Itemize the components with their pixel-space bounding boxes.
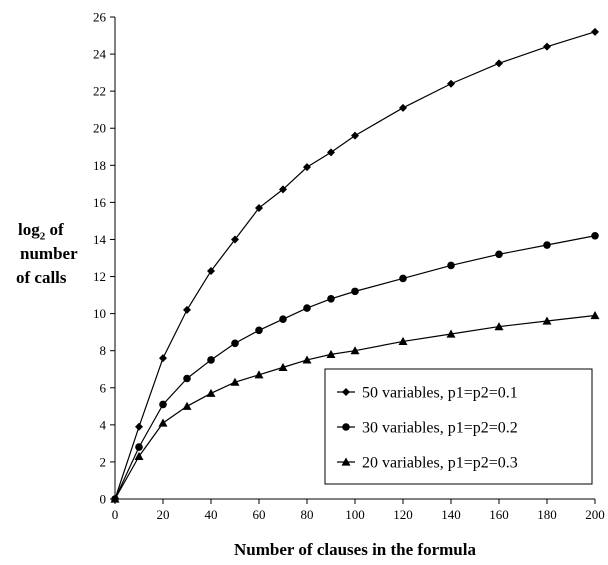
- legend: 50 variables, p1=p2=0.1 30 variables, p1=…: [324, 368, 593, 485]
- y-tick-label: 24: [93, 47, 107, 62]
- y-tick-label: 14: [93, 232, 107, 247]
- y-axis-label-line1: log2 of: [18, 220, 64, 242]
- x-tick-label: 200: [585, 507, 605, 522]
- data-point: [302, 355, 312, 364]
- y-tick-label: 20: [93, 121, 106, 136]
- data-point: [494, 322, 504, 331]
- data-point: [351, 287, 359, 296]
- data-point: [495, 250, 503, 259]
- data-point: [182, 401, 192, 410]
- data-point: [350, 346, 360, 355]
- data-point: [495, 59, 503, 68]
- data-point: [183, 305, 191, 314]
- data-point: [159, 354, 167, 363]
- x-tick-label: 0: [112, 507, 119, 522]
- series-line: [114, 235, 596, 500]
- data-point: [446, 329, 456, 338]
- data-point: [134, 451, 144, 460]
- x-tick-label: 160: [489, 507, 509, 522]
- y-tick-label: 2: [100, 454, 107, 469]
- y-tick-label: 18: [93, 158, 106, 173]
- series-line: [114, 314, 596, 500]
- data-point: [399, 274, 407, 283]
- x-tick-label: 100: [345, 507, 365, 522]
- data-point: [183, 374, 191, 383]
- data-point: [110, 494, 120, 503]
- x-tick-label: 140: [441, 507, 461, 522]
- data-point: [447, 79, 455, 88]
- x-tick-label: 120: [393, 507, 413, 522]
- legend-marker: [342, 423, 350, 431]
- y-tick-label: 8: [100, 343, 107, 358]
- data-point: [542, 316, 552, 325]
- data-point: [135, 422, 143, 431]
- x-axis-ticks: 0 20 40 60 80 100 120 140 160 180 200: [112, 499, 605, 522]
- data-point: [135, 443, 143, 451]
- legend-marker: [342, 388, 350, 396]
- data-point: [255, 326, 263, 335]
- data-point: [255, 203, 263, 212]
- data-point: [207, 356, 215, 364]
- data-point: [591, 231, 599, 240]
- data-point: [279, 315, 287, 323]
- legend-box: [324, 368, 593, 485]
- data-point: [543, 241, 551, 249]
- data-point: [207, 266, 215, 275]
- y-axis-label-subscript: 2: [39, 230, 46, 243]
- data-point: [231, 339, 239, 348]
- x-tick-label: 80: [301, 507, 314, 522]
- data-point: [230, 377, 240, 386]
- y-tick-label: 26: [93, 10, 107, 25]
- data-point: [279, 185, 287, 194]
- y-tick-label: 4: [100, 417, 107, 432]
- x-tick-label: 20: [157, 507, 170, 522]
- legend-entry: 20 variables, p1=p2=0.3: [362, 455, 518, 472]
- data-point: [254, 370, 264, 379]
- y-tick-label: 12: [93, 269, 106, 284]
- data-point: [590, 310, 600, 320]
- data-point: [278, 362, 288, 371]
- data-point: [206, 388, 216, 397]
- y-axis-label-line3: of calls: [16, 268, 67, 287]
- series-layer: [110, 27, 600, 503]
- x-tick-label: 40: [205, 507, 218, 522]
- y-tick-label: 10: [93, 306, 106, 321]
- y-axis-label-of: of: [45, 220, 64, 239]
- x-tick-label: 180: [537, 507, 557, 522]
- data-point: [326, 349, 336, 358]
- y-tick-label: 6: [100, 380, 107, 395]
- y-tick-label: 22: [93, 84, 106, 99]
- data-point: [159, 400, 167, 409]
- y-axis-label-line2: number: [20, 244, 78, 263]
- series-2: [111, 231, 599, 503]
- y-axis-label-log: log: [18, 220, 40, 239]
- data-point: [231, 235, 239, 244]
- data-point: [158, 418, 168, 427]
- x-tick-label: 60: [253, 507, 266, 522]
- series-3: [110, 310, 600, 503]
- data-point: [398, 336, 408, 346]
- legend-entry: 30 variables, p1=p2=0.2: [362, 420, 518, 437]
- y-tick-label: 16: [93, 195, 107, 210]
- data-point: [543, 42, 551, 51]
- data-point: [447, 261, 455, 270]
- data-point: [591, 27, 599, 36]
- x-axis-label: Number of clauses in the formula: [234, 540, 476, 559]
- data-point: [327, 148, 335, 157]
- data-point: [303, 304, 311, 312]
- data-point: [303, 163, 311, 172]
- data-point: [351, 131, 359, 140]
- data-point: [327, 294, 335, 303]
- legend-entry: 50 variables, p1=p2=0.1: [362, 385, 518, 402]
- series-line: [114, 31, 596, 500]
- legend-marker: [341, 457, 351, 466]
- data-point: [399, 103, 407, 112]
- y-tick-label: 0: [100, 492, 107, 507]
